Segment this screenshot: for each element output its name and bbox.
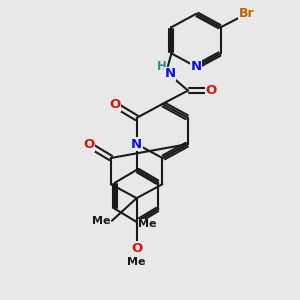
Text: O: O — [83, 138, 95, 152]
Text: O: O — [205, 84, 217, 97]
Text: N: N — [131, 138, 142, 151]
Text: Br: Br — [239, 8, 254, 20]
Text: Me: Me — [92, 216, 110, 226]
Text: Me: Me — [128, 257, 146, 267]
Text: O: O — [131, 242, 142, 255]
Text: N: N — [164, 67, 175, 80]
Text: O: O — [109, 98, 121, 111]
Text: H: H — [157, 60, 167, 73]
Text: Me: Me — [138, 219, 157, 229]
Text: N: N — [190, 60, 202, 73]
